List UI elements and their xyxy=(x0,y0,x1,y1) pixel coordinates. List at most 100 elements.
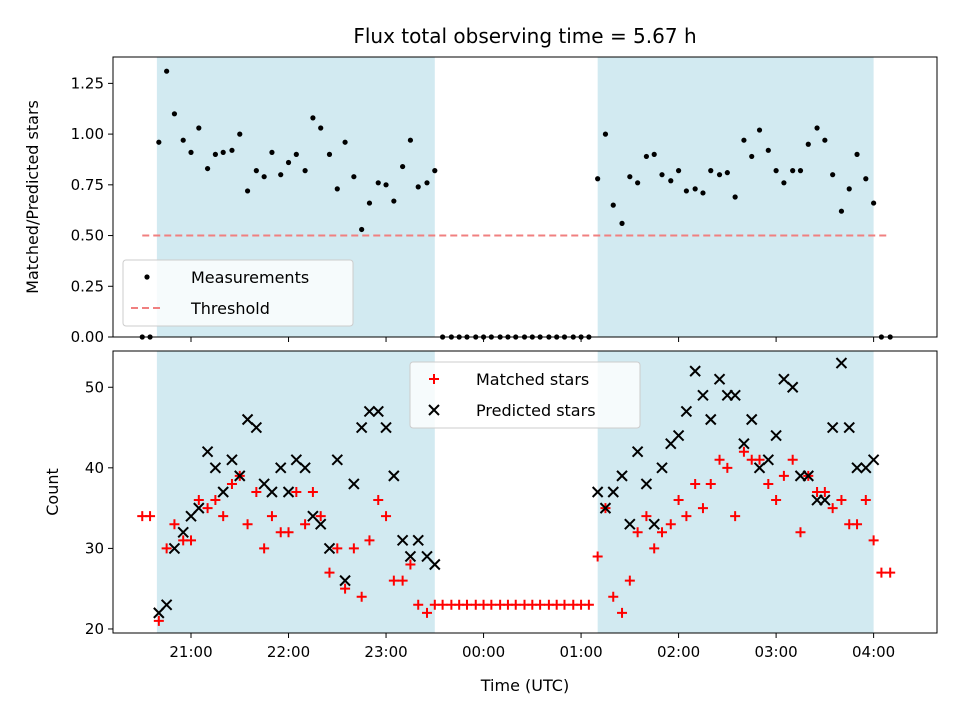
predicted-star-point xyxy=(648,518,660,530)
matched-star-point xyxy=(251,487,262,497)
predicted-star-point xyxy=(851,462,863,474)
measurement-point xyxy=(424,180,430,186)
predicted-star-point xyxy=(241,413,254,426)
matched-star-point xyxy=(421,607,432,618)
matched-star-point xyxy=(405,559,416,570)
matched-star-point xyxy=(649,543,660,554)
measurement-point xyxy=(537,334,543,340)
x-tick-label: 22:00 xyxy=(267,643,310,661)
measurement-point xyxy=(269,149,275,155)
matched-star-point xyxy=(787,454,798,465)
measurement-point xyxy=(651,151,657,157)
matched-star-point xyxy=(283,527,294,538)
predicted-star-point xyxy=(835,357,848,369)
matched-star-point xyxy=(583,599,594,610)
matched-star-point xyxy=(259,543,270,554)
matched-star-point xyxy=(307,487,318,497)
matched-star-point xyxy=(624,575,635,586)
legend-label: Threshold xyxy=(190,299,270,318)
matched-star-point xyxy=(266,511,277,522)
measurement-point xyxy=(561,334,568,340)
measurement-point xyxy=(204,165,211,172)
measurement-point xyxy=(383,182,389,188)
measurement-point xyxy=(310,115,316,121)
matched-star-point xyxy=(763,478,774,489)
matched-star-point xyxy=(754,454,765,465)
x-tick-label: 23:00 xyxy=(364,643,407,661)
measurement-point xyxy=(188,149,194,155)
matched-star-point xyxy=(413,599,424,610)
measurement-point xyxy=(342,139,348,145)
predicted-star-point xyxy=(331,454,343,466)
predicted-star-point xyxy=(193,502,205,514)
predicted-star-point xyxy=(599,502,612,514)
legend-label: Matched stars xyxy=(476,370,589,389)
matched-star-point xyxy=(348,543,359,554)
measurement-point xyxy=(595,176,601,182)
legend-x-swatch xyxy=(428,404,440,416)
predicted-star-point xyxy=(713,373,726,385)
measurement-point xyxy=(229,147,235,153)
predicted-star-point xyxy=(738,437,750,450)
measurement-point xyxy=(790,168,796,174)
measurement-point xyxy=(846,186,852,192)
count-legend xyxy=(409,361,641,429)
measurement-point xyxy=(635,180,641,186)
predicted-star-point xyxy=(429,558,441,571)
matched-star-point xyxy=(486,599,497,610)
measurement-point xyxy=(716,172,723,178)
measurement-point xyxy=(554,334,560,340)
measurement-point xyxy=(180,137,186,143)
matched-star-point xyxy=(738,446,749,457)
measurement-point xyxy=(741,137,747,143)
predicted-star-point xyxy=(802,470,814,482)
ratio-y-tick-label: 0.00 xyxy=(71,328,104,346)
measurement-point xyxy=(724,170,730,176)
matched-star-point xyxy=(381,511,392,522)
measurement-point xyxy=(570,334,576,340)
legend-label: Predicted stars xyxy=(476,401,596,420)
ratio-y-tick-label: 1.25 xyxy=(71,74,104,92)
predicted-star-point xyxy=(380,421,392,434)
predicted-star-point xyxy=(168,542,181,555)
predicted-star-point xyxy=(226,454,238,466)
predicted-star-point xyxy=(607,486,619,498)
measurement-point xyxy=(529,334,535,340)
predicted-star-point xyxy=(160,599,173,611)
measurement-point xyxy=(334,186,340,192)
x-tick-label: 01:00 xyxy=(559,643,602,661)
matched-star-point xyxy=(665,519,676,530)
matched-star-point xyxy=(193,495,204,506)
matched-star-point xyxy=(690,478,701,489)
measurement-point xyxy=(797,168,804,174)
predicted-star-point xyxy=(746,413,758,426)
count-y-tick-label: 40 xyxy=(85,459,104,477)
matched-star-point xyxy=(730,511,741,522)
predicted-star-point xyxy=(697,389,709,402)
matched-star-point xyxy=(778,470,789,481)
legend-plus-swatch xyxy=(429,374,439,384)
count-y-tick-label: 20 xyxy=(85,620,104,638)
measurement-point xyxy=(456,334,462,340)
measurement-point xyxy=(887,334,893,340)
predicted-star-point xyxy=(323,542,336,555)
matched-star-point xyxy=(860,495,871,506)
matched-star-point xyxy=(705,478,716,489)
measurement-point xyxy=(692,186,698,192)
legend-label: Measurements xyxy=(191,268,309,287)
measurement-point xyxy=(586,334,592,340)
matched-star-point xyxy=(885,567,896,578)
measurement-point xyxy=(415,184,421,190)
measurement-point xyxy=(878,334,885,340)
chart-title: Flux total observing time = 5.67 h xyxy=(353,24,696,48)
predicted-star-point xyxy=(640,478,653,490)
matched-star-point xyxy=(364,535,375,546)
measurement-point xyxy=(318,125,324,131)
predicted-star-point xyxy=(201,446,214,458)
x-tick-label: 00:00 xyxy=(462,643,505,661)
measurement-point xyxy=(196,125,202,131)
measurement-point xyxy=(756,127,763,133)
matched-star-point xyxy=(852,519,863,530)
measurement-point xyxy=(278,172,284,178)
